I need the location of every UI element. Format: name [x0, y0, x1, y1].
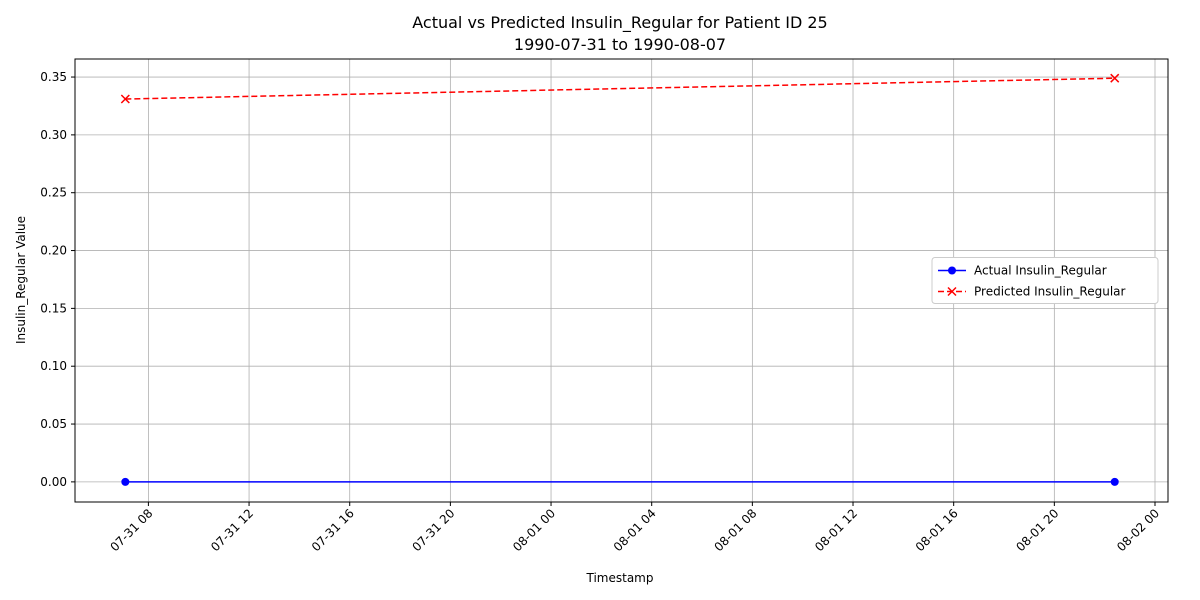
y-tick-label: 0.05 [40, 417, 67, 431]
x-tick-label: 08-01 12 [812, 506, 860, 554]
chart-subtitle: 1990-07-31 to 1990-08-07 [514, 35, 726, 54]
x-tick-label: 07-31 20 [409, 506, 457, 554]
legend-marker [947, 286, 957, 297]
y-axis-label: Insulin_Regular Value [14, 216, 28, 344]
legend: Actual Insulin_Regular Predicted Insulin_… [931, 257, 1159, 304]
marker [121, 477, 130, 486]
y-tick-label: 0.10 [40, 359, 67, 373]
y-tick-label: 0.35 [40, 70, 67, 84]
x-tick-label: 08-01 20 [1013, 506, 1061, 554]
x-tick-label: 07-31 12 [208, 506, 256, 554]
y-tick-label: 0.15 [40, 301, 67, 315]
x-tick-label: 08-01 16 [913, 506, 961, 554]
series-line [125, 77, 1115, 100]
x-tick-label: 08-01 00 [510, 506, 558, 554]
legend-box [931, 257, 1159, 304]
y-tick-label: 0.20 [40, 244, 67, 258]
y-tick-label: 0.30 [40, 128, 67, 142]
marker [1110, 477, 1119, 486]
marker [1110, 73, 1120, 83]
marker [120, 94, 130, 104]
legend-label: Actual Insulin_Regular [974, 264, 1107, 278]
y-tick-label: 0.00 [40, 475, 67, 489]
x-tick-label: 08-01 08 [711, 506, 759, 554]
legend-marker [948, 266, 956, 275]
x-axis-label: Timestamp [586, 571, 654, 585]
x-tick-label: 08-01 04 [611, 506, 659, 554]
x-tick-label: 07-31 16 [309, 506, 357, 554]
chart-title: Actual vs Predicted Insulin_Regular for … [412, 13, 827, 33]
plot-frame [74, 58, 1169, 503]
x-tick-label: 07-31 08 [107, 506, 155, 554]
legend-label: Predicted Insulin_Regular [974, 285, 1126, 299]
x-tick-label: 08-02 00 [1114, 506, 1162, 554]
y-tick-label: 0.25 [40, 186, 67, 200]
